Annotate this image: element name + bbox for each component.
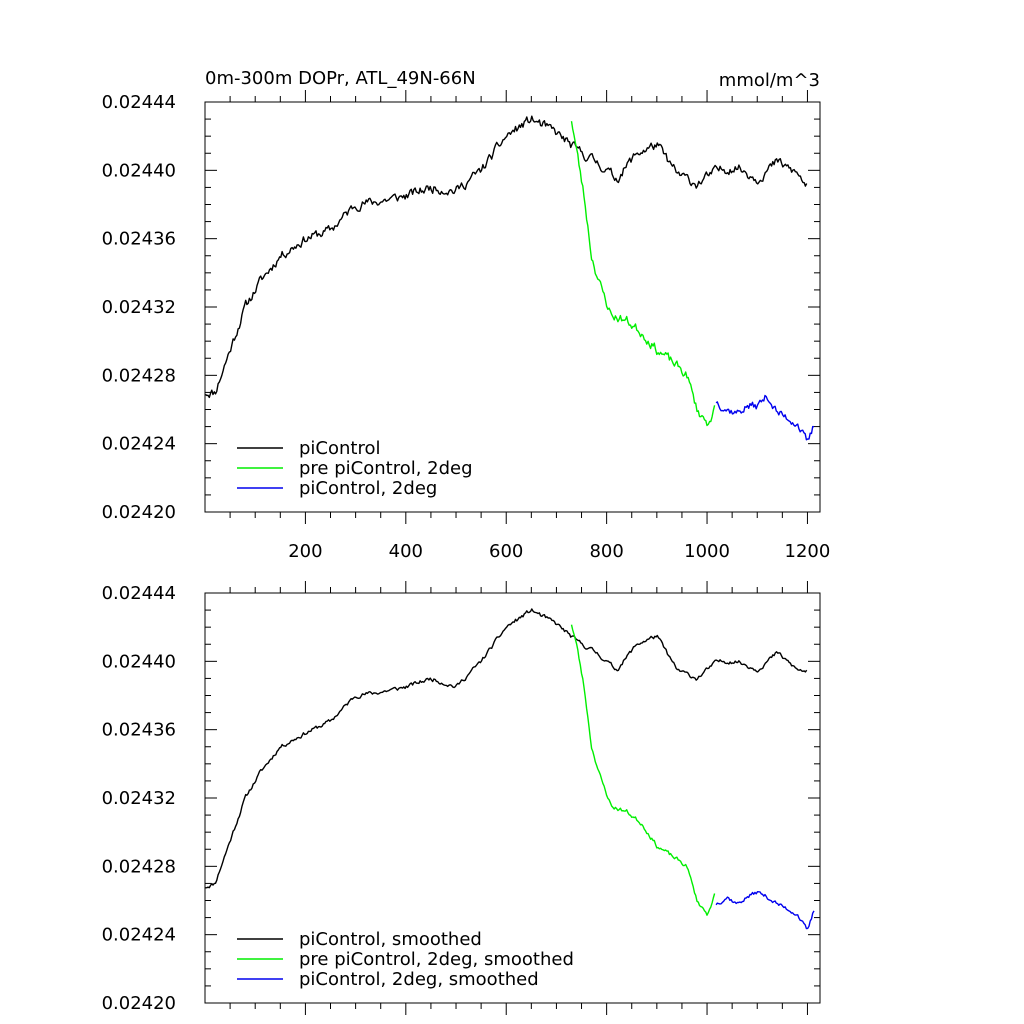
bottom-panel: 0.02420 0.02424 0.02428 0.02432 0.02436 0.024… — [102, 581, 821, 1015]
chart-units: mmol/m^3 — [719, 70, 820, 91]
legend-label: pre piControl, 2deg — [299, 458, 473, 479]
top-panel: 0m-300m DOPr, ATL_49N-66N mmol/m^3 0.024… — [102, 68, 831, 562]
legend-label: piControl, 2deg, smoothed — [299, 969, 539, 990]
y-tick-label: 0.02428 — [102, 856, 176, 877]
y-tick-label: 0.02428 — [102, 365, 176, 386]
y-tick-label: 0.02436 — [102, 229, 176, 250]
x-tick-label: 600 — [489, 541, 523, 562]
y-tick-label: 0.02440 — [102, 651, 176, 672]
y-tick-label: 0.02436 — [102, 720, 176, 741]
plot-frame — [204, 101, 821, 513]
series-line — [715, 394, 815, 441]
x-tick-label: 400 — [389, 541, 423, 562]
y-tick-label: 0.02420 — [102, 502, 176, 523]
x-tick-label: 1000 — [684, 541, 730, 562]
legend-label: piControl, smoothed — [299, 929, 482, 950]
legend-label: piControl, 2deg — [299, 478, 437, 499]
series-line — [205, 115, 808, 399]
y-tick-label: 0.02432 — [102, 788, 176, 809]
legend-label: piControl — [299, 438, 381, 459]
y-tick-label: 0.02444 — [102, 583, 176, 604]
y-tick-label: 0.02424 — [102, 434, 176, 455]
legend-label: pre piControl, 2deg, smoothed — [299, 949, 574, 970]
x-tick-label: 800 — [589, 541, 623, 562]
y-tick-label: 0.02444 — [102, 92, 176, 113]
chart-title: 0m-300m DOPr, ATL_49N-66N — [205, 68, 476, 89]
series-line — [715, 891, 815, 930]
plot-frame — [204, 592, 821, 1004]
y-tick-label: 0.02432 — [102, 297, 176, 318]
y-tick-label: 0.02424 — [102, 925, 176, 946]
series-line — [570, 624, 716, 916]
x-tick-label: 200 — [288, 541, 322, 562]
y-tick-label: 0.02440 — [102, 160, 176, 181]
x-tick-label: 1200 — [785, 541, 831, 562]
y-tick-label: 0.02420 — [102, 993, 176, 1014]
series-line — [205, 608, 808, 889]
series-line — [570, 121, 716, 427]
